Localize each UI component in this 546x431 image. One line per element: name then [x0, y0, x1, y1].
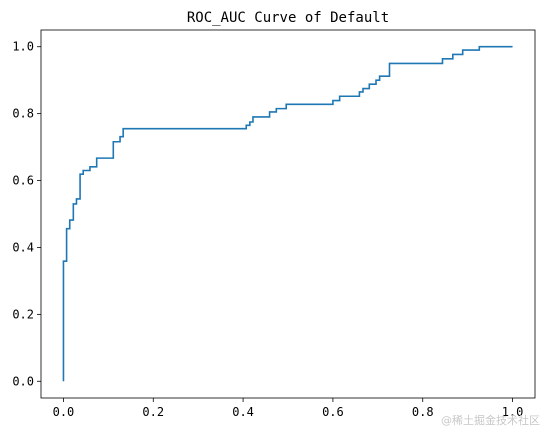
y-tick-label: 0.0 — [12, 374, 34, 388]
x-tick-label: 0.8 — [412, 405, 434, 419]
plot-frame — [40, 29, 536, 399]
x-tick-label: 0.0 — [53, 405, 75, 419]
roc-curve-line — [62, 45, 513, 382]
x-tick-label: 0.6 — [322, 405, 344, 419]
y-tick-label: 0.2 — [12, 307, 34, 321]
x-tick-label: 0.2 — [142, 405, 164, 419]
y-tick-label: 0.8 — [12, 107, 34, 121]
watermark-text: @稀土掘金技术社区 — [441, 413, 540, 427]
y-tick-label: 0.4 — [12, 240, 34, 254]
ticks-layer: 0.0 0.2 0.4 0.6 0.8 1.0 0.0 0.2 0.4 0.6 0.8 1.0 — [12, 40, 523, 419]
x-tick-label: 1.0 — [502, 405, 524, 419]
y-tick-label: 0.6 — [12, 174, 34, 188]
x-tick-label: 0.4 — [232, 405, 254, 419]
chart-title: ROC_AUC Curve of Default — [187, 10, 389, 26]
y-tick-label: 1.0 — [12, 40, 34, 54]
